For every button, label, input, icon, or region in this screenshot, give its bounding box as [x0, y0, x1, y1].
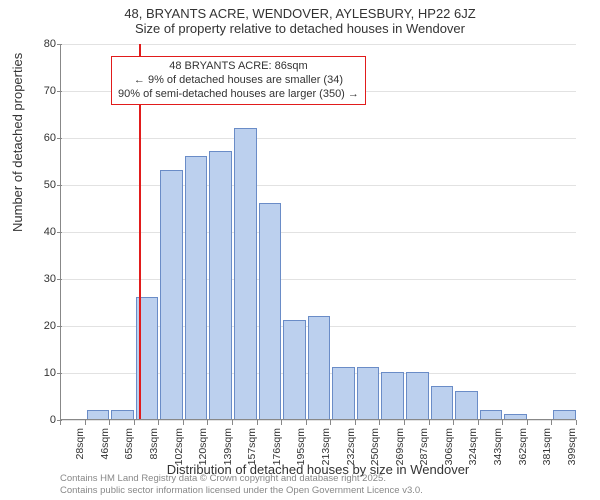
gridline	[61, 420, 576, 421]
histogram-bar	[480, 410, 503, 419]
y-tick-label: 20	[26, 320, 56, 332]
histogram-bar	[283, 320, 306, 419]
x-tick-mark	[576, 420, 577, 425]
plot-area: 48 BRYANTS ACRE: 86sqm ← 9% of detached …	[60, 44, 576, 420]
x-tick-mark	[306, 420, 307, 425]
x-tick-mark	[85, 420, 86, 425]
x-tick-mark	[551, 420, 552, 425]
x-tick-mark	[404, 420, 405, 425]
y-tick-label: 80	[26, 38, 56, 50]
x-tick-mark	[207, 420, 208, 425]
x-tick-mark	[183, 420, 184, 425]
histogram-bar	[111, 410, 134, 419]
callout-line-1: 48 BRYANTS ACRE: 86sqm	[118, 60, 359, 74]
credits-line-1: Contains HM Land Registry data © Crown c…	[60, 473, 423, 484]
histogram-bar	[381, 372, 404, 419]
histogram-bar	[259, 203, 282, 419]
histogram-bar	[406, 372, 429, 419]
x-tick-mark	[478, 420, 479, 425]
callout-line-2: ← 9% of detached houses are smaller (34)	[118, 74, 359, 88]
x-tick-mark	[109, 420, 110, 425]
y-axis-label: Number of detached properties	[10, 53, 25, 232]
y-tick-label: 60	[26, 132, 56, 144]
x-tick-mark	[232, 420, 233, 425]
x-tick-mark	[134, 420, 135, 425]
histogram-bar	[431, 386, 454, 419]
y-tick-label: 40	[26, 226, 56, 238]
histogram-bar	[185, 156, 208, 419]
histogram-bar	[87, 410, 110, 419]
title-line-2: Size of property relative to detached ho…	[0, 21, 600, 36]
y-tick-label: 10	[26, 367, 56, 379]
title-line-1: 48, BRYANTS ACRE, WENDOVER, AYLESBURY, H…	[0, 6, 600, 21]
histogram-bar	[455, 391, 478, 419]
y-tick-label: 50	[26, 179, 56, 191]
x-tick-mark	[158, 420, 159, 425]
x-tick-mark	[527, 420, 528, 425]
y-tick-label: 0	[26, 414, 56, 426]
chart-container: 48, BRYANTS ACRE, WENDOVER, AYLESBURY, H…	[0, 0, 600, 500]
x-tick-mark	[502, 420, 503, 425]
histogram-bar	[553, 410, 576, 419]
x-tick-mark	[355, 420, 356, 425]
histogram-bar	[234, 128, 257, 419]
x-tick-mark	[429, 420, 430, 425]
histogram-bar	[357, 367, 380, 419]
x-tick-mark	[281, 420, 282, 425]
x-tick-mark	[379, 420, 380, 425]
x-tick-mark	[60, 420, 61, 425]
histogram-bar	[160, 170, 183, 419]
histogram-bar	[308, 316, 331, 419]
callout-box: 48 BRYANTS ACRE: 86sqm ← 9% of detached …	[111, 56, 366, 105]
title-block: 48, BRYANTS ACRE, WENDOVER, AYLESBURY, H…	[0, 6, 600, 36]
histogram-bar	[209, 151, 232, 419]
histogram-bar	[332, 367, 355, 419]
callout-line-3: 90% of semi-detached houses are larger (…	[118, 88, 359, 102]
histogram-bar	[504, 414, 527, 419]
y-tick-label: 30	[26, 273, 56, 285]
x-tick-mark	[453, 420, 454, 425]
x-tick-mark	[257, 420, 258, 425]
credits-line-2: Contains public sector information licen…	[60, 485, 423, 496]
x-tick-mark	[330, 420, 331, 425]
y-tick-label: 70	[26, 85, 56, 97]
credits: Contains HM Land Registry data © Crown c…	[60, 473, 423, 496]
